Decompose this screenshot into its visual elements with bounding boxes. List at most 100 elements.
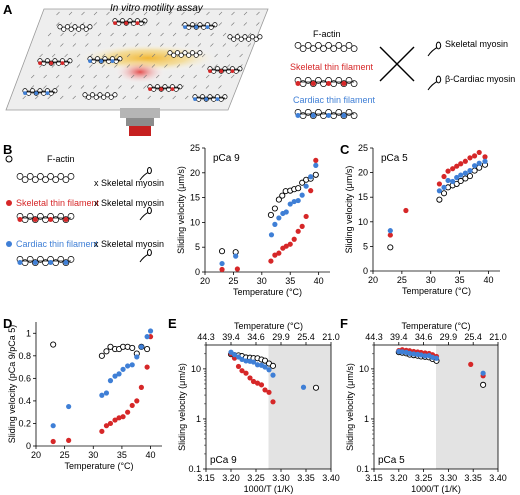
data-point [50, 438, 56, 445]
myosin-stalk [110, 32, 114, 37]
data-point [233, 253, 239, 259]
data-point [468, 361, 474, 367]
data-point [287, 201, 293, 207]
data-point [103, 423, 110, 429]
x-axis-label: 1000/T (1/K) [244, 484, 294, 494]
top-x-tick-label: 25.4 [464, 332, 482, 342]
actin-bead [64, 24, 71, 30]
troponin-dot [194, 25, 199, 29]
data-point [407, 350, 413, 356]
data-point [418, 352, 424, 358]
data-point [129, 362, 135, 368]
data-point [276, 250, 282, 256]
myosin-stalk [80, 85, 85, 89]
x-axis-label: Temperature (°C) [402, 286, 471, 296]
actin-bead [330, 45, 338, 52]
panel-label-e: E [168, 316, 177, 331]
data-point [454, 174, 460, 181]
y-tick-label: 0.1 [356, 464, 369, 474]
actin-bead [76, 26, 82, 32]
myosin-stalk [97, 32, 102, 37]
motility-assay-illustration [5, 8, 442, 136]
legend-row-2-myosin: x Skeletal myosin [94, 198, 165, 208]
objective-lens [129, 126, 151, 136]
data-point [269, 362, 277, 369]
y-tick-label: 25 [190, 143, 200, 153]
myosin-stalk [222, 43, 227, 47]
data-point [261, 357, 269, 364]
myosin-stalk [172, 32, 177, 37]
shaded-region [268, 345, 331, 469]
data-point [303, 183, 309, 189]
troponin-dot [88, 59, 92, 63]
data-series [228, 349, 307, 390]
myosin-stalk [30, 85, 35, 89]
cardiac-thin-filament-label: Cardiac thin filament [293, 95, 376, 105]
myosin-stalk [101, 64, 106, 68]
panel-label-f: F [340, 316, 348, 331]
x-tick-label: 25 [228, 276, 238, 286]
chart-e: 3.15 3.20 3.25 3.30 3.35 3.40 44.3 39.4 34.6 29.9… [177, 321, 340, 494]
data-point [453, 180, 460, 187]
data-point [313, 162, 319, 168]
data-point [387, 232, 393, 238]
y-tick-label: 5 [195, 242, 200, 252]
data-point [120, 366, 126, 372]
y-tick-label: 20 [358, 168, 368, 178]
troponin-dot [219, 69, 224, 73]
legend-f-actin-strand [16, 173, 75, 183]
x-tick-label: 25 [60, 450, 70, 460]
x-tick-label: 3.20 [390, 473, 408, 483]
myosin-stalk [55, 74, 60, 79]
myosin-stalk [185, 43, 189, 47]
myosin-head [146, 248, 152, 257]
x-tick-label: 40 [483, 275, 493, 285]
x-axis-label: Temperature (°C) [233, 287, 302, 297]
data-point [243, 370, 249, 376]
y-tick-label: 0.1 [188, 464, 201, 474]
myosin-stalk [80, 74, 85, 79]
myosin-stalk [197, 43, 202, 47]
assay-filament [37, 58, 73, 66]
data-point [411, 351, 417, 357]
x-tick-label: 3.20 [222, 473, 240, 483]
myosin-stalk [235, 43, 239, 47]
myosin-stalk [135, 43, 139, 47]
actin-bead [189, 50, 195, 56]
myosin-stalk [243, 22, 247, 26]
x-tick-label: 30 [257, 276, 267, 286]
data-point [250, 378, 257, 385]
skeletal-myosin-glyph [427, 41, 442, 57]
myosin-stalk [101, 53, 106, 58]
myosin-stalk [172, 95, 176, 100]
myosin-stalk [68, 74, 72, 79]
data-point [231, 352, 238, 358]
actin-bead [242, 34, 248, 40]
myosin-stalk [131, 11, 135, 16]
data-point [295, 185, 302, 192]
data-point [134, 398, 140, 404]
myosin-stalk [85, 43, 89, 47]
y-tick-label: 1 [26, 328, 31, 338]
troponin-dot [113, 21, 117, 25]
top-x-tick-label: 44.3 [197, 332, 215, 342]
data-point [134, 354, 140, 360]
y-tick-label: 10 [359, 364, 369, 374]
troponin-dot [38, 61, 42, 65]
legend-marker-open [5, 155, 13, 163]
data-point [436, 188, 442, 194]
myosin-stalk [47, 32, 52, 37]
data-point [138, 344, 144, 350]
actin-bead [108, 94, 114, 100]
actin-bead [79, 24, 85, 30]
myosin-stalk [135, 95, 139, 100]
heat-zone [78, 44, 218, 72]
x-tick-label: 3.40 [322, 473, 340, 483]
myosin-stalk [143, 11, 148, 16]
myosin-head [146, 166, 152, 175]
data-point [125, 363, 131, 369]
data-point [272, 221, 278, 227]
actin-bead [112, 92, 118, 98]
data-point [300, 384, 307, 390]
